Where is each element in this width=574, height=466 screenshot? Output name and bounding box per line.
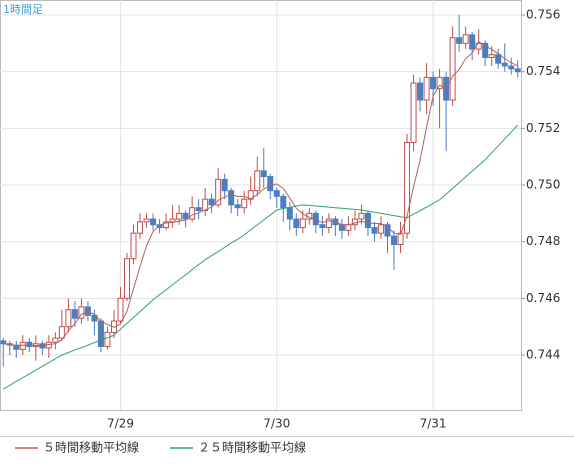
candle-body xyxy=(488,54,495,59)
candle-body xyxy=(117,297,124,322)
candle-body xyxy=(430,76,437,90)
candle-body xyxy=(143,218,150,223)
candle-body xyxy=(449,37,456,101)
candle-body xyxy=(156,224,163,229)
candle-body xyxy=(286,207,293,220)
candle-body xyxy=(462,34,469,44)
candle-body xyxy=(137,221,144,234)
y-tick-label: 0.746 xyxy=(526,291,560,305)
candle-body xyxy=(78,306,85,319)
marks xyxy=(0,15,521,390)
candle-body xyxy=(58,326,65,339)
candle-body xyxy=(417,82,424,101)
candle-body xyxy=(404,142,411,234)
candle-body xyxy=(495,54,502,64)
ma-line xyxy=(3,124,519,390)
candle-body xyxy=(293,218,300,229)
y-tick-label: 0.754 xyxy=(526,64,560,78)
candle-body xyxy=(371,227,378,234)
candle-body xyxy=(208,198,215,206)
candle-body xyxy=(319,224,326,229)
candle-body xyxy=(234,204,241,209)
candle-body xyxy=(123,258,130,299)
candle-body xyxy=(65,309,72,328)
candle-body xyxy=(345,224,352,231)
candle-body xyxy=(104,331,111,348)
candle-body xyxy=(391,235,398,246)
x-tick-label: 7/30 xyxy=(263,417,290,431)
candle-body xyxy=(195,207,202,212)
candle-body xyxy=(228,190,235,206)
candle-body xyxy=(84,306,91,316)
candle-body xyxy=(13,344,20,350)
candle-body xyxy=(0,340,7,345)
candle-body xyxy=(189,207,196,220)
y-tick-label: 0.756 xyxy=(526,8,560,22)
candle-body xyxy=(469,34,476,50)
candle-body xyxy=(436,76,443,90)
candle-body xyxy=(514,68,521,73)
x-tick-label: 7/29 xyxy=(107,417,134,431)
candle-body xyxy=(384,224,391,237)
y-tick-label: 0.748 xyxy=(526,234,560,248)
candle-body xyxy=(247,190,254,200)
candle-body xyxy=(215,178,222,206)
candle-body xyxy=(71,309,78,319)
candle-body xyxy=(150,218,157,226)
candle-body xyxy=(410,82,417,144)
candle-body xyxy=(97,320,104,348)
candle-body xyxy=(130,232,137,260)
candle-body xyxy=(163,221,170,229)
candle-body xyxy=(338,224,345,231)
ma-line xyxy=(3,40,518,347)
candle-body xyxy=(254,170,261,192)
candle-body xyxy=(221,178,228,192)
legend-label: ２５時間移動平均線 xyxy=(198,440,306,455)
candle-body xyxy=(501,62,508,67)
candle-body xyxy=(176,212,183,220)
candle-body xyxy=(202,198,209,212)
candle-body xyxy=(52,337,59,343)
candle-body xyxy=(182,212,189,220)
candle-body xyxy=(364,212,371,229)
y-tick-label: 0.744 xyxy=(526,348,560,362)
y-tick-label: 0.750 xyxy=(526,178,560,192)
candle-body xyxy=(482,42,489,59)
candle-body xyxy=(169,218,176,223)
candle-body xyxy=(358,212,365,220)
y-tick-label: 0.752 xyxy=(526,121,560,135)
candle-body xyxy=(299,218,306,229)
candle-body xyxy=(508,65,515,70)
candle-body xyxy=(91,314,98,322)
candle-body xyxy=(26,341,33,348)
candle-body xyxy=(260,170,267,178)
legend-label: ５時間移動平均線 xyxy=(43,440,139,455)
candle-body xyxy=(267,176,274,192)
x-tick-label: 7/31 xyxy=(420,417,447,431)
candle-body xyxy=(280,195,287,209)
candle-body xyxy=(456,37,463,44)
plot-area xyxy=(0,0,522,411)
candle-body xyxy=(397,232,404,246)
candle-body xyxy=(325,218,332,229)
candle-body xyxy=(241,198,248,209)
candle-body xyxy=(273,190,280,197)
chart-title: 1時間足 xyxy=(3,3,43,16)
candle-body xyxy=(377,224,384,234)
candle-body xyxy=(423,76,430,101)
